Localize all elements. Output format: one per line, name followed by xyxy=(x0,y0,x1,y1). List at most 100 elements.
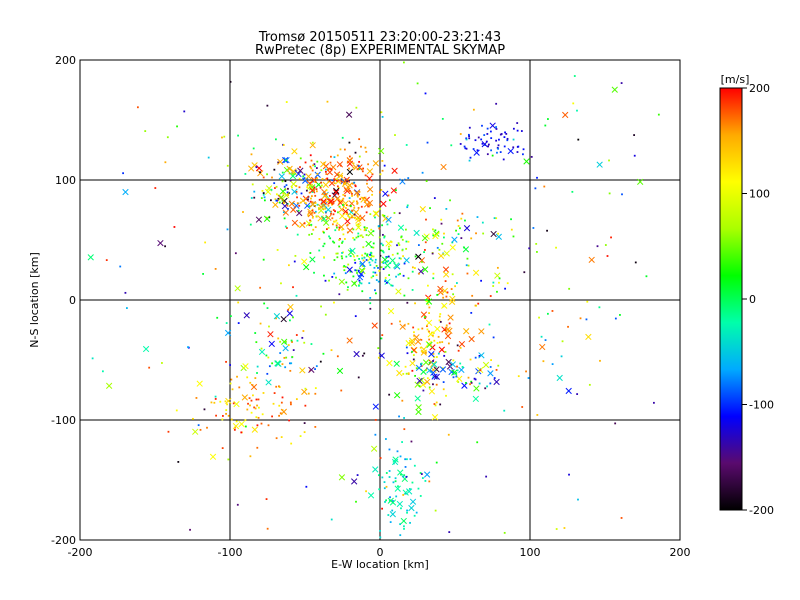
data-point-dot xyxy=(563,527,566,529)
data-point-dot xyxy=(437,231,440,234)
data-point-dot xyxy=(330,349,333,352)
data-point-dot xyxy=(477,302,480,305)
data-point-dot xyxy=(307,198,309,201)
data-point-dot xyxy=(323,242,326,245)
data-point-cross xyxy=(585,333,592,341)
data-point-cross xyxy=(225,397,232,405)
x-tick-label: 100 xyxy=(520,546,541,559)
data-point-cross xyxy=(345,111,353,118)
data-point-cross xyxy=(478,352,485,359)
data-point-dot xyxy=(464,219,466,222)
data-point-dot xyxy=(399,272,401,275)
data-point-dot xyxy=(499,151,502,153)
data-point-dot xyxy=(476,216,479,218)
data-point-dot xyxy=(386,223,389,226)
data-point-dot xyxy=(361,236,364,239)
data-point-dot xyxy=(275,185,278,188)
data-point-dot xyxy=(442,388,445,391)
data-point-dot xyxy=(512,127,515,130)
data-point-cross xyxy=(414,338,422,345)
data-point-dot xyxy=(334,229,337,232)
data-point-dot xyxy=(598,306,601,309)
data-point-dot xyxy=(354,185,357,188)
data-point-dot xyxy=(324,193,327,196)
data-point-dot xyxy=(338,239,341,241)
data-point-dot xyxy=(298,177,301,180)
data-point-dot xyxy=(164,245,167,248)
data-point-dot xyxy=(491,154,494,157)
data-point-dot xyxy=(360,234,363,237)
data-point-dot xyxy=(436,293,439,296)
data-point-dot xyxy=(382,251,385,254)
data-point-cross xyxy=(433,373,440,380)
data-point-dot xyxy=(435,383,438,386)
data-point-dot xyxy=(323,274,325,277)
data-point-dot xyxy=(404,365,407,368)
data-point-dot xyxy=(341,252,343,254)
data-point-dot xyxy=(307,214,310,217)
data-point-dot xyxy=(284,366,287,369)
data-point-dot xyxy=(348,197,351,199)
data-point-dot xyxy=(497,364,500,367)
data-point-dot xyxy=(441,341,444,343)
data-point-dot xyxy=(378,227,381,230)
data-point-dot xyxy=(253,406,256,409)
data-point-dot xyxy=(437,335,440,338)
data-point-dot xyxy=(421,171,424,174)
data-point-dot xyxy=(354,216,356,219)
data-point-cross xyxy=(314,171,321,178)
data-point-cross xyxy=(449,295,456,303)
data-point-dot xyxy=(634,261,637,264)
data-point-dot xyxy=(326,100,329,103)
data-point-dot xyxy=(378,236,381,239)
data-point-dot xyxy=(485,475,488,478)
data-point-dot xyxy=(254,332,257,334)
data-point-dot xyxy=(173,226,176,228)
data-point-cross xyxy=(357,271,365,278)
data-point-dot xyxy=(427,303,430,306)
data-point-dot xyxy=(292,173,295,175)
data-point-dot xyxy=(397,485,399,488)
data-point-dot xyxy=(203,408,206,411)
data-point-cross xyxy=(338,474,346,481)
data-point-dot xyxy=(383,481,386,483)
data-point-dot xyxy=(442,236,445,239)
data-point-dot xyxy=(576,109,578,112)
data-point-dot xyxy=(383,164,386,167)
data-point-dot xyxy=(315,190,318,193)
data-point-dot xyxy=(456,282,458,284)
data-point-dot xyxy=(525,370,527,373)
data-point-dot xyxy=(370,254,373,257)
data-point-dot xyxy=(413,514,416,517)
data-point-dot xyxy=(433,356,436,359)
data-point-cross xyxy=(242,363,249,370)
data-point-cross xyxy=(282,345,289,352)
data-point-dot xyxy=(304,202,307,205)
data-point-dot xyxy=(505,133,508,135)
data-point-dot xyxy=(516,122,519,124)
data-point-cross xyxy=(360,196,367,203)
data-point-dot xyxy=(403,262,406,265)
data-point-dot xyxy=(275,199,278,202)
data-point-dot xyxy=(440,218,443,221)
data-point-dot xyxy=(324,207,327,210)
data-point-dot xyxy=(403,525,405,528)
data-point-dot xyxy=(382,244,384,247)
data-point-dot xyxy=(341,228,344,231)
data-point-dot xyxy=(421,477,424,479)
data-point-dot xyxy=(425,352,427,354)
data-point-dot xyxy=(353,255,355,258)
data-point-dot xyxy=(406,206,409,209)
data-point-dot xyxy=(314,387,317,390)
data-point-cross xyxy=(386,359,393,367)
data-point-dot xyxy=(341,240,344,243)
data-point-dot xyxy=(443,232,445,235)
data-point-cross xyxy=(415,404,422,411)
data-point-dot xyxy=(388,248,390,251)
data-point-cross xyxy=(391,167,398,174)
data-point-dot xyxy=(342,193,345,196)
data-point-cross xyxy=(397,469,404,476)
data-point-dot xyxy=(335,226,338,229)
data-point-dot xyxy=(383,487,386,490)
data-point-dot xyxy=(311,141,314,144)
